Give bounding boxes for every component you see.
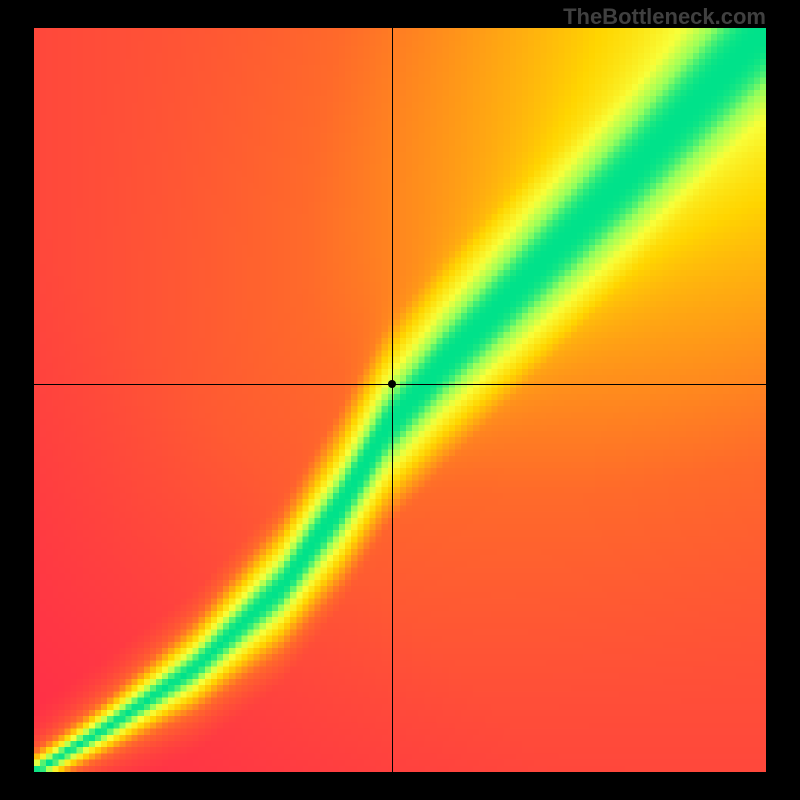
watermark-text: TheBottleneck.com — [563, 4, 766, 30]
crosshair-dot — [388, 380, 396, 388]
crosshair-horizontal — [34, 384, 766, 385]
heatmap-canvas — [34, 28, 766, 772]
crosshair-vertical — [392, 28, 393, 772]
bottleneck-heatmap — [34, 28, 766, 772]
